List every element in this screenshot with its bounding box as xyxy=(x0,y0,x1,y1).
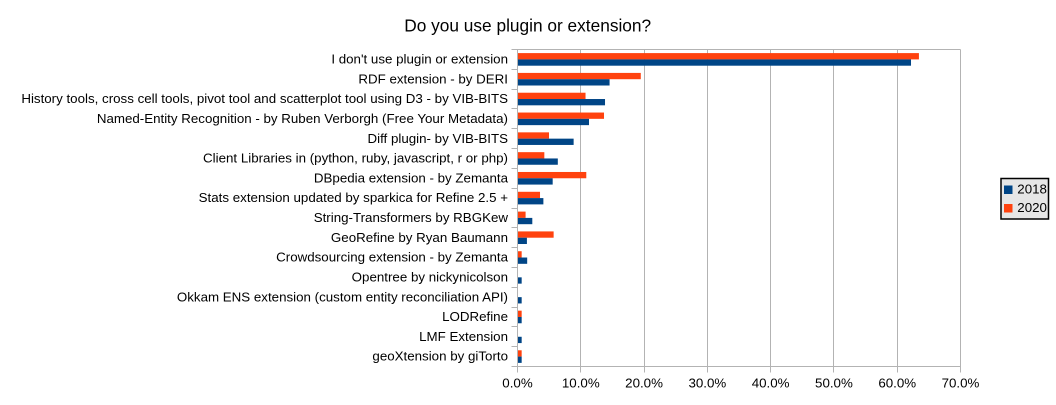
svg-text:Diff plugin- by VIB-BITS: Diff plugin- by VIB-BITS xyxy=(368,131,509,146)
svg-text:70.0%: 70.0% xyxy=(942,375,980,390)
svg-text:Named-Entity Recognition - by: Named-Entity Recognition - by Ruben Verb… xyxy=(97,111,508,126)
svg-text:0.0%: 0.0% xyxy=(502,375,533,390)
svg-text:20.0%: 20.0% xyxy=(625,375,663,390)
svg-text:String-Transformers by RBGKew: String-Transformers by RBGKew xyxy=(314,210,509,225)
svg-text:GeoRefine by Ryan Baumann: GeoRefine by Ryan Baumann xyxy=(331,230,508,245)
svg-text:2020: 2020 xyxy=(1017,200,1047,215)
svg-text:50.0%: 50.0% xyxy=(815,375,853,390)
svg-text:Opentree by nickynicolson: Opentree by nickynicolson xyxy=(352,269,508,284)
svg-text:10.0%: 10.0% xyxy=(562,375,600,390)
svg-text:2018: 2018 xyxy=(1017,182,1047,197)
svg-text:Okkam ENS extension (custom en: Okkam ENS extension (custom entity recon… xyxy=(177,289,508,304)
svg-text:History tools, cross cell tool: History tools, cross cell tools, pivot t… xyxy=(21,91,508,106)
svg-text:LODRefine: LODRefine xyxy=(442,309,508,324)
svg-text:60.0%: 60.0% xyxy=(878,375,916,390)
svg-text:Client Libraries in (python, r: Client Libraries in (python, ruby, javas… xyxy=(203,151,508,166)
svg-text:Do you use plugin or extension: Do you use plugin or extension? xyxy=(404,16,651,36)
svg-text:40.0%: 40.0% xyxy=(752,375,790,390)
svg-text:RDF extension - by DERI: RDF extension - by DERI xyxy=(358,71,508,86)
svg-text:LMF Extension: LMF Extension xyxy=(419,329,508,344)
svg-text:I don't use plugin or extensio: I don't use plugin or extension xyxy=(331,52,508,67)
svg-text:Stats extension updated by spa: Stats extension updated by sparkica for … xyxy=(199,190,509,205)
svg-text:30.0%: 30.0% xyxy=(688,375,726,390)
svg-text:DBpedia extension - by Zemanta: DBpedia extension - by Zemanta xyxy=(314,170,509,185)
svg-text:geoXtension by giTorto: geoXtension by giTorto xyxy=(372,349,508,364)
svg-text:Crowdsourcing extension - by Z: Crowdsourcing extension - by Zemanta xyxy=(276,250,508,265)
